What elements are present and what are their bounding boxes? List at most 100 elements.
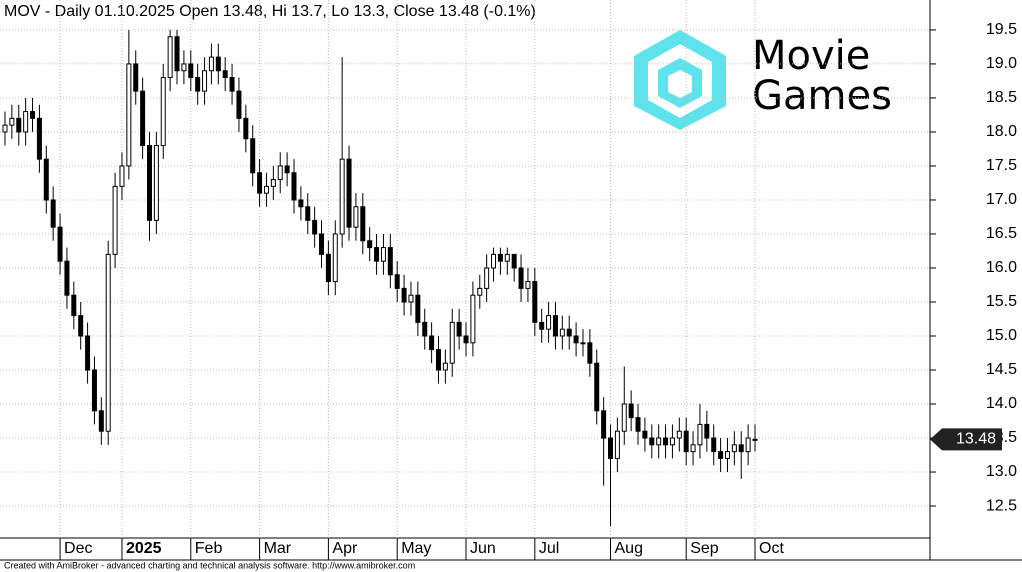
logo: Movie Games	[634, 30, 892, 130]
candle-body	[167, 36, 173, 79]
candle-body	[312, 219, 318, 235]
candle-body	[580, 342, 586, 345]
candle-body	[697, 423, 703, 446]
candle-body	[456, 321, 462, 337]
candle-body	[711, 437, 717, 453]
candle-body	[401, 287, 407, 303]
candle-body	[133, 63, 139, 92]
candle-body	[435, 349, 441, 371]
y-tick-label: 19.0	[986, 55, 1017, 72]
candle-body	[339, 158, 345, 235]
candle-body	[628, 403, 634, 419]
candle-body	[140, 90, 146, 147]
candle-body	[566, 328, 572, 337]
candle-body	[277, 165, 283, 181]
candle-body	[552, 315, 558, 337]
candle-body	[332, 233, 338, 283]
y-tick-label: 18.0	[986, 123, 1017, 140]
x-tick-label: Aug	[615, 540, 643, 557]
candle-body	[9, 117, 15, 126]
candle-body	[360, 206, 366, 242]
candle-body	[23, 111, 29, 133]
candle-body	[78, 315, 84, 337]
candle-body	[676, 430, 682, 439]
candle-body	[98, 410, 104, 432]
candle-body	[497, 253, 503, 262]
x-tick-label: Sep	[690, 540, 719, 557]
candle-body	[353, 206, 359, 228]
candle-body	[601, 410, 607, 439]
candle-body	[642, 430, 648, 439]
candle-body	[50, 199, 56, 228]
candle-body	[105, 253, 111, 432]
candle-body	[85, 335, 91, 371]
candle-body	[477, 287, 483, 296]
price-tag	[930, 428, 1002, 451]
candle-body	[546, 315, 552, 330]
y-tick-label: 15.0	[986, 327, 1017, 344]
candle-body	[752, 438, 758, 441]
y-tick-label: 14.5	[986, 361, 1017, 378]
candle-body	[112, 185, 118, 255]
candle-body	[608, 437, 614, 459]
marks	[2, 29, 758, 527]
candle-body	[305, 206, 311, 221]
y-tick-label: 18.5	[986, 89, 1017, 106]
x-tick-label: Feb	[195, 540, 223, 557]
candle-body	[43, 158, 49, 201]
x-tick-label: Dec	[64, 540, 92, 557]
candle-body	[649, 437, 655, 446]
candle-body	[683, 430, 689, 453]
candle-body	[724, 451, 730, 459]
candle-body	[160, 77, 166, 147]
candle-body	[126, 63, 132, 167]
y-tick-label: 13.0	[986, 463, 1017, 480]
candle-body	[718, 451, 724, 459]
candle-body	[690, 444, 696, 453]
candle-body	[656, 437, 662, 446]
candle-body	[64, 260, 70, 296]
candle-body	[422, 321, 428, 337]
candle-body	[408, 294, 414, 303]
candle-body	[738, 444, 744, 453]
candle-body	[195, 77, 201, 92]
candle-body	[621, 403, 627, 432]
candle-body	[236, 90, 242, 119]
candle-body	[119, 165, 125, 187]
candle-body	[663, 437, 669, 446]
candle-body	[470, 294, 476, 344]
candle-body	[573, 335, 579, 344]
y-tick-label: 17.5	[986, 157, 1017, 174]
candle-body	[449, 321, 455, 364]
y-tick-label: 12.5	[986, 497, 1017, 514]
candle-body	[532, 281, 538, 323]
candle-body	[222, 70, 228, 79]
candle-body	[16, 117, 22, 133]
x-tick-label: Jul	[539, 540, 559, 557]
candle-body	[2, 124, 8, 133]
x-tick-label: Jun	[470, 540, 496, 557]
candle-body	[174, 36, 180, 72]
y-tick-label: 16.0	[986, 259, 1017, 276]
candle-body	[669, 437, 675, 446]
candle-body	[270, 179, 276, 187]
y-tick-label: 19.5	[986, 21, 1017, 38]
logo-text: Games	[752, 73, 892, 119]
candle-body	[263, 185, 269, 194]
candle-body	[202, 70, 208, 92]
candle-body	[518, 267, 524, 289]
candle-body	[504, 253, 510, 262]
candle-body	[57, 226, 63, 262]
y-tick-label: 15.5	[986, 293, 1017, 310]
candle-body	[745, 437, 751, 453]
candle-body	[539, 321, 545, 330]
candle-body	[188, 63, 194, 79]
candle-body	[429, 335, 435, 351]
candle-body	[442, 362, 448, 371]
candle-body	[36, 117, 42, 160]
candle-body	[208, 56, 214, 72]
candle-body	[250, 138, 256, 174]
candle-body	[257, 172, 263, 194]
